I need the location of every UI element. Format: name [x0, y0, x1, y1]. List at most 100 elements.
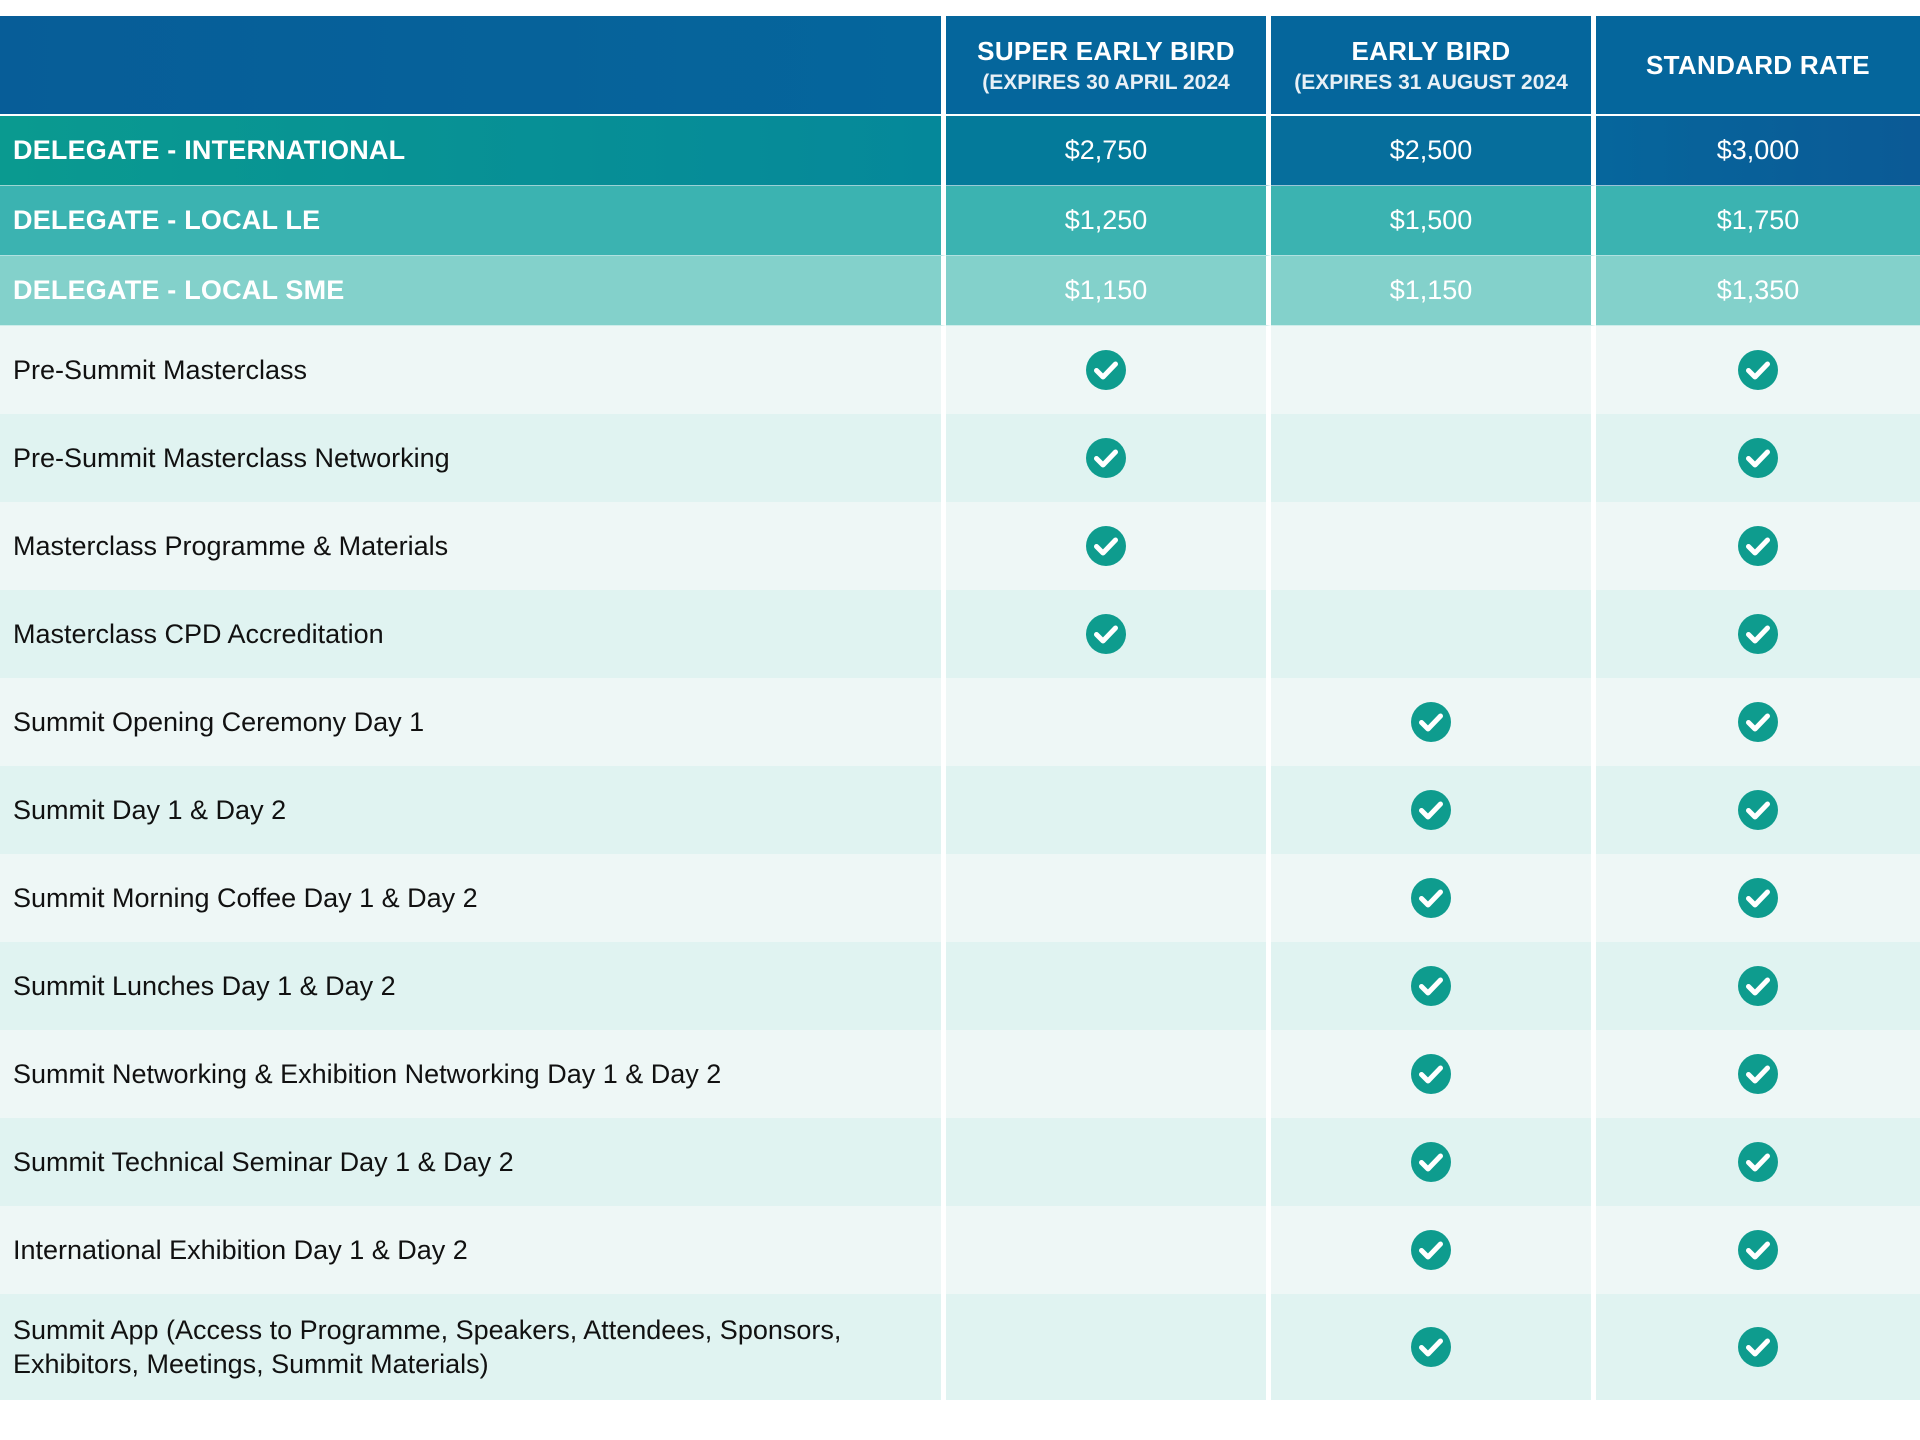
- header-super-early-bird: SUPER EARLY BIRD (EXPIRES 30 APRIL 2024: [946, 16, 1271, 116]
- feature-cell-super-early-bird: [946, 502, 1271, 590]
- feature-cell-early-bird: [1271, 326, 1596, 414]
- check-circle-icon: [1737, 877, 1779, 919]
- feature-cell-standard-rate: [1596, 854, 1920, 942]
- feature-label: International Exhibition Day 1 & Day 2: [0, 1206, 946, 1294]
- price-super-early-bird: $1,150: [946, 256, 1271, 326]
- column-title: SUPER EARLY BIRD: [977, 35, 1235, 66]
- feature-cell-early-bird: [1271, 502, 1596, 590]
- price-standard-rate: $1,350: [1596, 256, 1920, 326]
- column-subtitle: (EXPIRES 30 APRIL 2024: [982, 70, 1230, 94]
- check-circle-icon: [1410, 789, 1452, 831]
- check-circle-icon: [1737, 965, 1779, 1007]
- price-super-early-bird: $2,750: [946, 116, 1271, 186]
- pricing-table-container: SUPER EARLY BIRD (EXPIRES 30 APRIL 2024 …: [0, 16, 1920, 1400]
- feature-cell-super-early-bird: [946, 590, 1271, 678]
- feature-cell-super-early-bird: [946, 854, 1271, 942]
- feature-cell-standard-rate: [1596, 942, 1920, 1030]
- column-subtitle: (EXPIRES 31 AUGUST 2024: [1294, 70, 1568, 94]
- check-circle-icon: [1085, 613, 1127, 655]
- feature-label: Summit Technical Seminar Day 1 & Day 2: [0, 1118, 946, 1206]
- feature-label: Summit Opening Ceremony Day 1: [0, 678, 946, 766]
- feature-row: Summit Networking & Exhibition Networkin…: [0, 1030, 1920, 1118]
- feature-cell-early-bird: [1271, 1118, 1596, 1206]
- check-circle-icon: [1085, 525, 1127, 567]
- feature-cell-super-early-bird: [946, 1030, 1271, 1118]
- check-circle-icon: [1410, 877, 1452, 919]
- header-early-bird: EARLY BIRD (EXPIRES 31 AUGUST 2024: [1271, 16, 1596, 116]
- check-circle-icon: [1410, 1229, 1452, 1271]
- check-circle-icon: [1737, 1141, 1779, 1183]
- price-row-label: DELEGATE - LOCAL LE: [0, 186, 946, 256]
- feature-row: Masterclass CPD Accreditation: [0, 590, 1920, 678]
- check-circle-icon: [1737, 349, 1779, 391]
- feature-list: Pre-Summit Masterclass Pre-Summit Masterc…: [0, 326, 1920, 1400]
- header-standard-rate: STANDARD RATE: [1596, 16, 1920, 116]
- feature-cell-early-bird: [1271, 414, 1596, 502]
- feature-label: Summit Lunches Day 1 & Day 2: [0, 942, 946, 1030]
- feature-cell-standard-rate: [1596, 1294, 1920, 1400]
- feature-label: Masterclass CPD Accreditation: [0, 590, 946, 678]
- feature-cell-standard-rate: [1596, 326, 1920, 414]
- feature-label: Summit Morning Coffee Day 1 & Day 2: [0, 854, 946, 942]
- feature-cell-super-early-bird: [946, 766, 1271, 854]
- check-circle-icon: [1737, 525, 1779, 567]
- check-circle-icon: [1085, 349, 1127, 391]
- check-circle-icon: [1737, 1326, 1779, 1368]
- check-circle-icon: [1737, 1229, 1779, 1271]
- check-circle-icon: [1410, 1053, 1452, 1095]
- feature-cell-standard-rate: [1596, 678, 1920, 766]
- feature-cell-standard-rate: [1596, 1118, 1920, 1206]
- feature-row: Pre-Summit Masterclass Networking: [0, 414, 1920, 502]
- feature-cell-early-bird: [1271, 942, 1596, 1030]
- check-circle-icon: [1410, 1141, 1452, 1183]
- feature-cell-super-early-bird: [946, 1206, 1271, 1294]
- check-circle-icon: [1085, 437, 1127, 479]
- feature-label: Pre-Summit Masterclass Networking: [0, 414, 946, 502]
- feature-row: Summit App (Access to Programme, Speaker…: [0, 1294, 1920, 1400]
- feature-cell-super-early-bird: [946, 1118, 1271, 1206]
- feature-cell-super-early-bird: [946, 326, 1271, 414]
- column-title: STANDARD RATE: [1646, 49, 1870, 80]
- check-circle-icon: [1410, 965, 1452, 1007]
- price-row-local-sme: DELEGATE - LOCAL SME $1,150 $1,150 $1,35…: [0, 256, 1920, 326]
- feature-cell-early-bird: [1271, 678, 1596, 766]
- price-row-local-le: DELEGATE - LOCAL LE $1,250 $1,500 $1,750: [0, 186, 1920, 256]
- feature-cell-standard-rate: [1596, 414, 1920, 502]
- feature-cell-standard-rate: [1596, 502, 1920, 590]
- feature-cell-super-early-bird: [946, 942, 1271, 1030]
- price-standard-rate: $1,750: [1596, 186, 1920, 256]
- feature-row: Pre-Summit Masterclass: [0, 326, 1920, 414]
- feature-label: Pre-Summit Masterclass: [0, 326, 946, 414]
- feature-cell-early-bird: [1271, 854, 1596, 942]
- column-title: EARLY BIRD: [1351, 35, 1511, 66]
- feature-cell-standard-rate: [1596, 1206, 1920, 1294]
- pricing-table: SUPER EARLY BIRD (EXPIRES 30 APRIL 2024 …: [0, 16, 1920, 1400]
- feature-row: Summit Opening Ceremony Day 1: [0, 678, 1920, 766]
- check-circle-icon: [1737, 701, 1779, 743]
- feature-label: Summit Networking & Exhibition Networkin…: [0, 1030, 946, 1118]
- feature-cell-standard-rate: [1596, 766, 1920, 854]
- check-circle-icon: [1737, 613, 1779, 655]
- header-row: SUPER EARLY BIRD (EXPIRES 30 APRIL 2024 …: [0, 16, 1920, 116]
- feature-row: Summit Lunches Day 1 & Day 2: [0, 942, 1920, 1030]
- price-super-early-bird: $1,250: [946, 186, 1271, 256]
- feature-label: Masterclass Programme & Materials: [0, 502, 946, 590]
- feature-cell-early-bird: [1271, 590, 1596, 678]
- feature-cell-super-early-bird: [946, 414, 1271, 502]
- feature-label: Summit App (Access to Programme, Speaker…: [0, 1294, 946, 1400]
- price-early-bird: $1,150: [1271, 256, 1596, 326]
- check-circle-icon: [1737, 789, 1779, 831]
- feature-cell-early-bird: [1271, 766, 1596, 854]
- feature-label: Summit Day 1 & Day 2: [0, 766, 946, 854]
- feature-row: International Exhibition Day 1 & Day 2: [0, 1206, 1920, 1294]
- price-row-label: DELEGATE - LOCAL SME: [0, 256, 946, 326]
- price-standard-rate: $3,000: [1596, 116, 1920, 186]
- feature-cell-super-early-bird: [946, 678, 1271, 766]
- price-row-international: DELEGATE - INTERNATIONAL $2,750 $2,500 $…: [0, 116, 1920, 186]
- check-circle-icon: [1737, 437, 1779, 479]
- feature-cell-standard-rate: [1596, 1030, 1920, 1118]
- feature-cell-early-bird: [1271, 1294, 1596, 1400]
- feature-cell-standard-rate: [1596, 590, 1920, 678]
- price-row-label: DELEGATE - INTERNATIONAL: [0, 116, 946, 186]
- check-circle-icon: [1410, 701, 1452, 743]
